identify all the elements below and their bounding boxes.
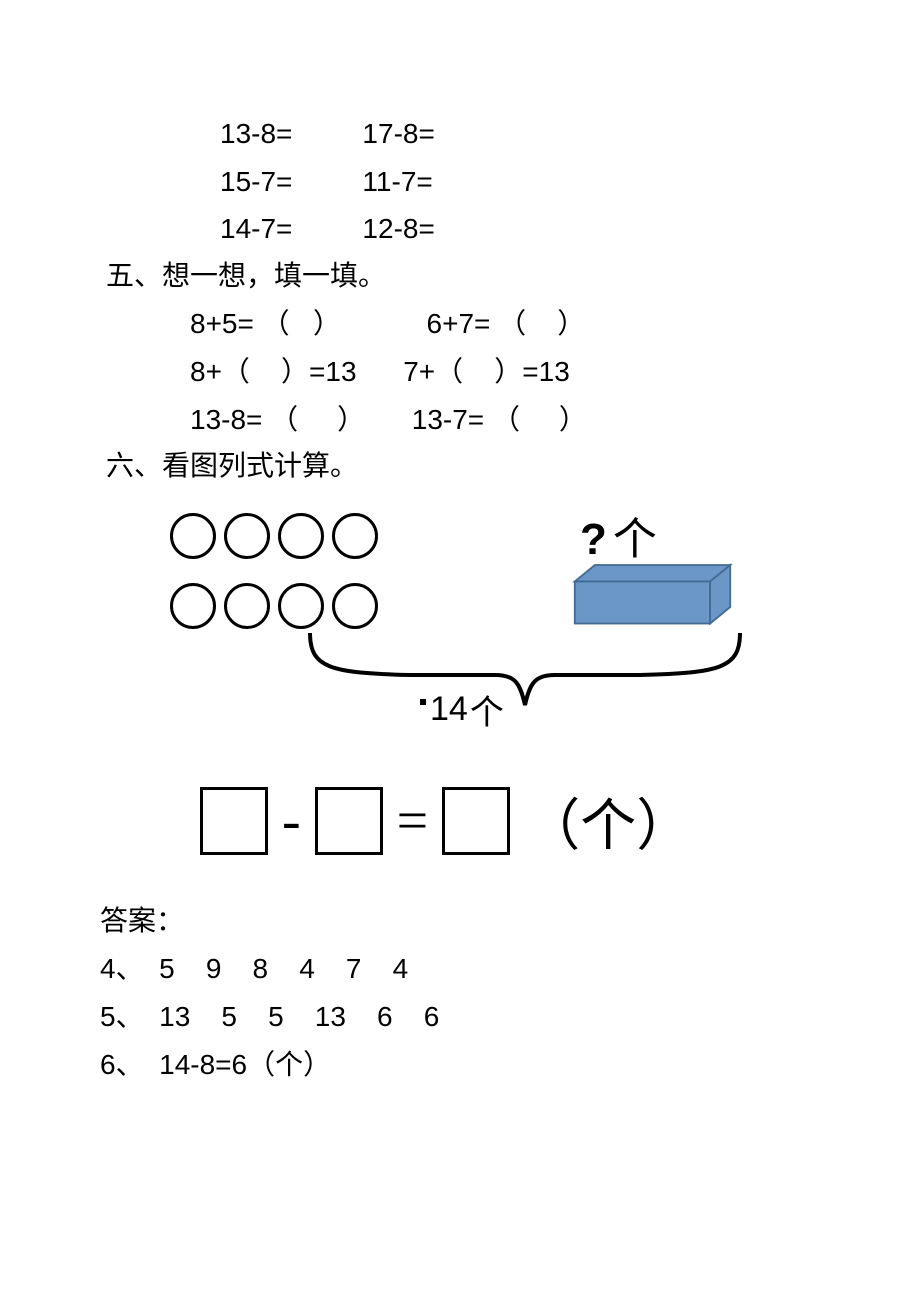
- cell: 13-8=: [220, 118, 292, 149]
- cell: 14-7=: [220, 213, 292, 244]
- circle-icon: [332, 513, 378, 559]
- section5-heading: 五、想一想，填一填。: [100, 253, 820, 301]
- total-number: 14: [430, 690, 468, 729]
- center-dot-icon: [420, 699, 426, 705]
- cell: 7+（ ）=13: [403, 356, 570, 387]
- section4-problems: 13-8= 17-8= 15-7= 11-7= 14-7= 12-8=: [100, 110, 820, 253]
- answer-line: 5、 13 5 5 13 6 6: [100, 993, 820, 1041]
- cell: 17-8=: [362, 118, 434, 149]
- cell: 11-7=: [362, 166, 432, 197]
- problem-row: 8+（ ）=13 7+（ ）=13: [100, 348, 820, 396]
- circle-icon: [170, 513, 216, 559]
- question-mark: ?: [580, 515, 607, 565]
- cell: 8+5= （ ）: [190, 308, 341, 339]
- problem-row: 14-7= 12-8=: [100, 205, 820, 253]
- answer-line: 4、 5 9 8 4 7 4: [100, 945, 820, 993]
- circle-icon: [170, 583, 216, 629]
- formula: - = （个）: [100, 781, 820, 862]
- section6-heading: 六、看图列式计算。: [100, 443, 820, 491]
- cuboid-icon: [570, 565, 735, 629]
- circle-icon: [224, 583, 270, 629]
- problem-row: 13-8= 17-8=: [100, 110, 820, 158]
- equals-op: =: [397, 789, 429, 853]
- unit-label: 个: [470, 685, 504, 734]
- circle-icon: [332, 583, 378, 629]
- circle-row: [170, 513, 378, 559]
- blank-box-icon: [200, 787, 268, 855]
- problem-row: 8+5= （ ） 6+7= （ ）: [100, 300, 820, 348]
- section5-problems: 8+5= （ ） 6+7= （ ） 8+（ ）=13 7+（ ）=13 13-8…: [100, 300, 820, 443]
- circle-icon: [278, 513, 324, 559]
- circles: [170, 513, 378, 653]
- answers-heading: 答案：: [100, 898, 820, 946]
- problem-row: 15-7= 11-7=: [100, 158, 820, 206]
- circle-icon: [224, 513, 270, 559]
- cell: 12-8=: [362, 213, 434, 244]
- blank-box-icon: [315, 787, 383, 855]
- unit-paren: （个）: [524, 781, 692, 862]
- answers-block: 答案： 4、 5 9 8 4 7 4 5、 13 5 5 13 6 6 6、 1…: [100, 898, 820, 1088]
- question-mark-label: ? 个: [580, 503, 657, 567]
- blank-box-icon: [442, 787, 510, 855]
- diagram: ? 个 14个: [100, 503, 820, 763]
- cell: 6+7= （ ）: [427, 308, 586, 339]
- curly-bracket-icon: [300, 633, 750, 713]
- answer-line: 6、 14-8=6（个）: [100, 1041, 820, 1089]
- cell: 8+（ ）=13: [190, 356, 357, 387]
- cell: 13-8= （ ）: [190, 404, 365, 435]
- total-label: 14个: [430, 685, 504, 734]
- unit-label: 个: [613, 503, 657, 567]
- cell: 13-7= （ ）: [412, 404, 587, 435]
- cell: 15-7=: [220, 166, 292, 197]
- circle-icon: [278, 583, 324, 629]
- box-top: [575, 565, 730, 581]
- minus-op: -: [282, 789, 301, 853]
- problem-row: 13-8= （ ） 13-7= （ ）: [100, 396, 820, 444]
- circle-row: [170, 583, 378, 629]
- box-front: [575, 581, 710, 623]
